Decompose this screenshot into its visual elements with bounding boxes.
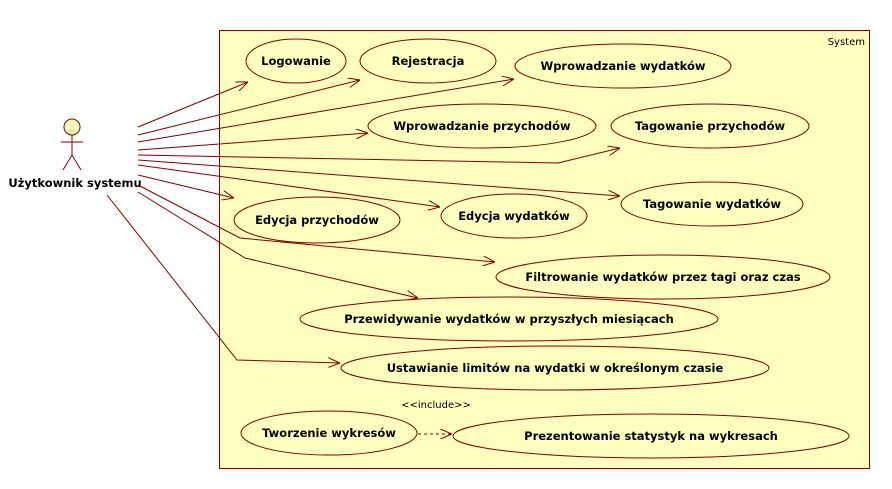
svg-text:Prezentowanie statystyk na wyk: Prezentowanie statystyk na wykresach [524,429,778,443]
svg-text:Filtrowanie wydatków przez tag: Filtrowanie wydatków przez tagi oraz cza… [525,270,800,284]
svg-text:Edycja wydatków: Edycja wydatków [458,209,570,223]
assoc-filtrowanie [137,184,495,262]
actor-name: Użytkownik systemu [8,176,141,190]
svg-text:Przewidywanie wydatków w przys: Przewidywanie wydatków w przyszłych mies… [344,312,674,326]
assoc-rejestracja [137,80,360,136]
use-case-rejestracja[interactable]: Rejestracja [359,38,497,84]
use-case-limity[interactable]: Ustawianie limitów na wydatki w określon… [340,345,770,391]
actor-stick-figure-icon [61,118,83,171]
assoc-limity [106,194,340,363]
svg-text:Rejestracja: Rejestracja [392,54,465,68]
assoc-przewidywanie [137,191,418,298]
svg-text:Wprowadzanie wydatków: Wprowadzanie wydatków [541,59,706,73]
assoc-wprowadzanie-przychodow [137,133,368,151]
actor[interactable]: Użytkownik systemu [8,118,142,190]
assoc-tagowanie-przychodow [137,148,620,164]
svg-text:Tagowanie przychodów: Tagowanie przychodów [635,119,786,133]
svg-text:Wprowadzanie przychodów: Wprowadzanie przychodów [393,119,571,133]
svg-text:Edycja przychodów: Edycja przychodów [255,213,379,227]
svg-text:Tworzenie wykresów: Tworzenie wykresów [262,426,396,440]
use-case-edycja-wydatkow[interactable]: Edycja wydatków [440,193,588,239]
use-case-filtrowanie[interactable]: Filtrowanie wydatków przez tagi oraz cza… [495,254,831,300]
include-relationship: <<include>> [401,400,471,434]
assoc-edycja-przychodow [137,174,234,198]
use-case-przewidywanie[interactable]: Przewidywanie wydatków w przyszłych mies… [299,296,719,342]
use-case-wprowadzanie-przychodow[interactable]: Wprowadzanie przychodów [367,103,597,149]
include-label: <<include>> [401,400,471,411]
use-case-edycja-przychodow[interactable]: Edycja przychodów [233,196,401,244]
svg-text:Logowanie: Logowanie [261,54,331,68]
use-case-tagowanie-wydatkow[interactable]: Tagowanie wydatków [620,181,804,227]
system-boundary: System [219,30,870,469]
svg-text:Ustawianie limitów na wydatki: Ustawianie limitów na wydatki w określon… [387,361,724,375]
use-case-wprowadzanie-wydatkow[interactable]: Wprowadzanie wydatków [514,43,732,89]
assoc-edycja-wydatkow [137,164,440,207]
use-case-prezentowanie[interactable]: Prezentowanie statystyk na wykresach [452,413,850,459]
svg-text:Tagowanie wydatków: Tagowanie wydatków [643,197,781,211]
assoc-tagowanie-wydatkow [137,159,620,196]
associations [106,79,620,363]
use-case-logowanie[interactable]: Logowanie [245,38,347,84]
use-case-tworzenie-wykresow[interactable]: Tworzenie wykresów [240,410,418,456]
assoc-wprowadzanie-wydatkow [137,79,514,143]
assoc-logowanie [137,82,248,128]
system-label: System [828,37,865,48]
use-case-tagowanie-przychodow[interactable]: Tagowanie przychodów [610,103,810,149]
